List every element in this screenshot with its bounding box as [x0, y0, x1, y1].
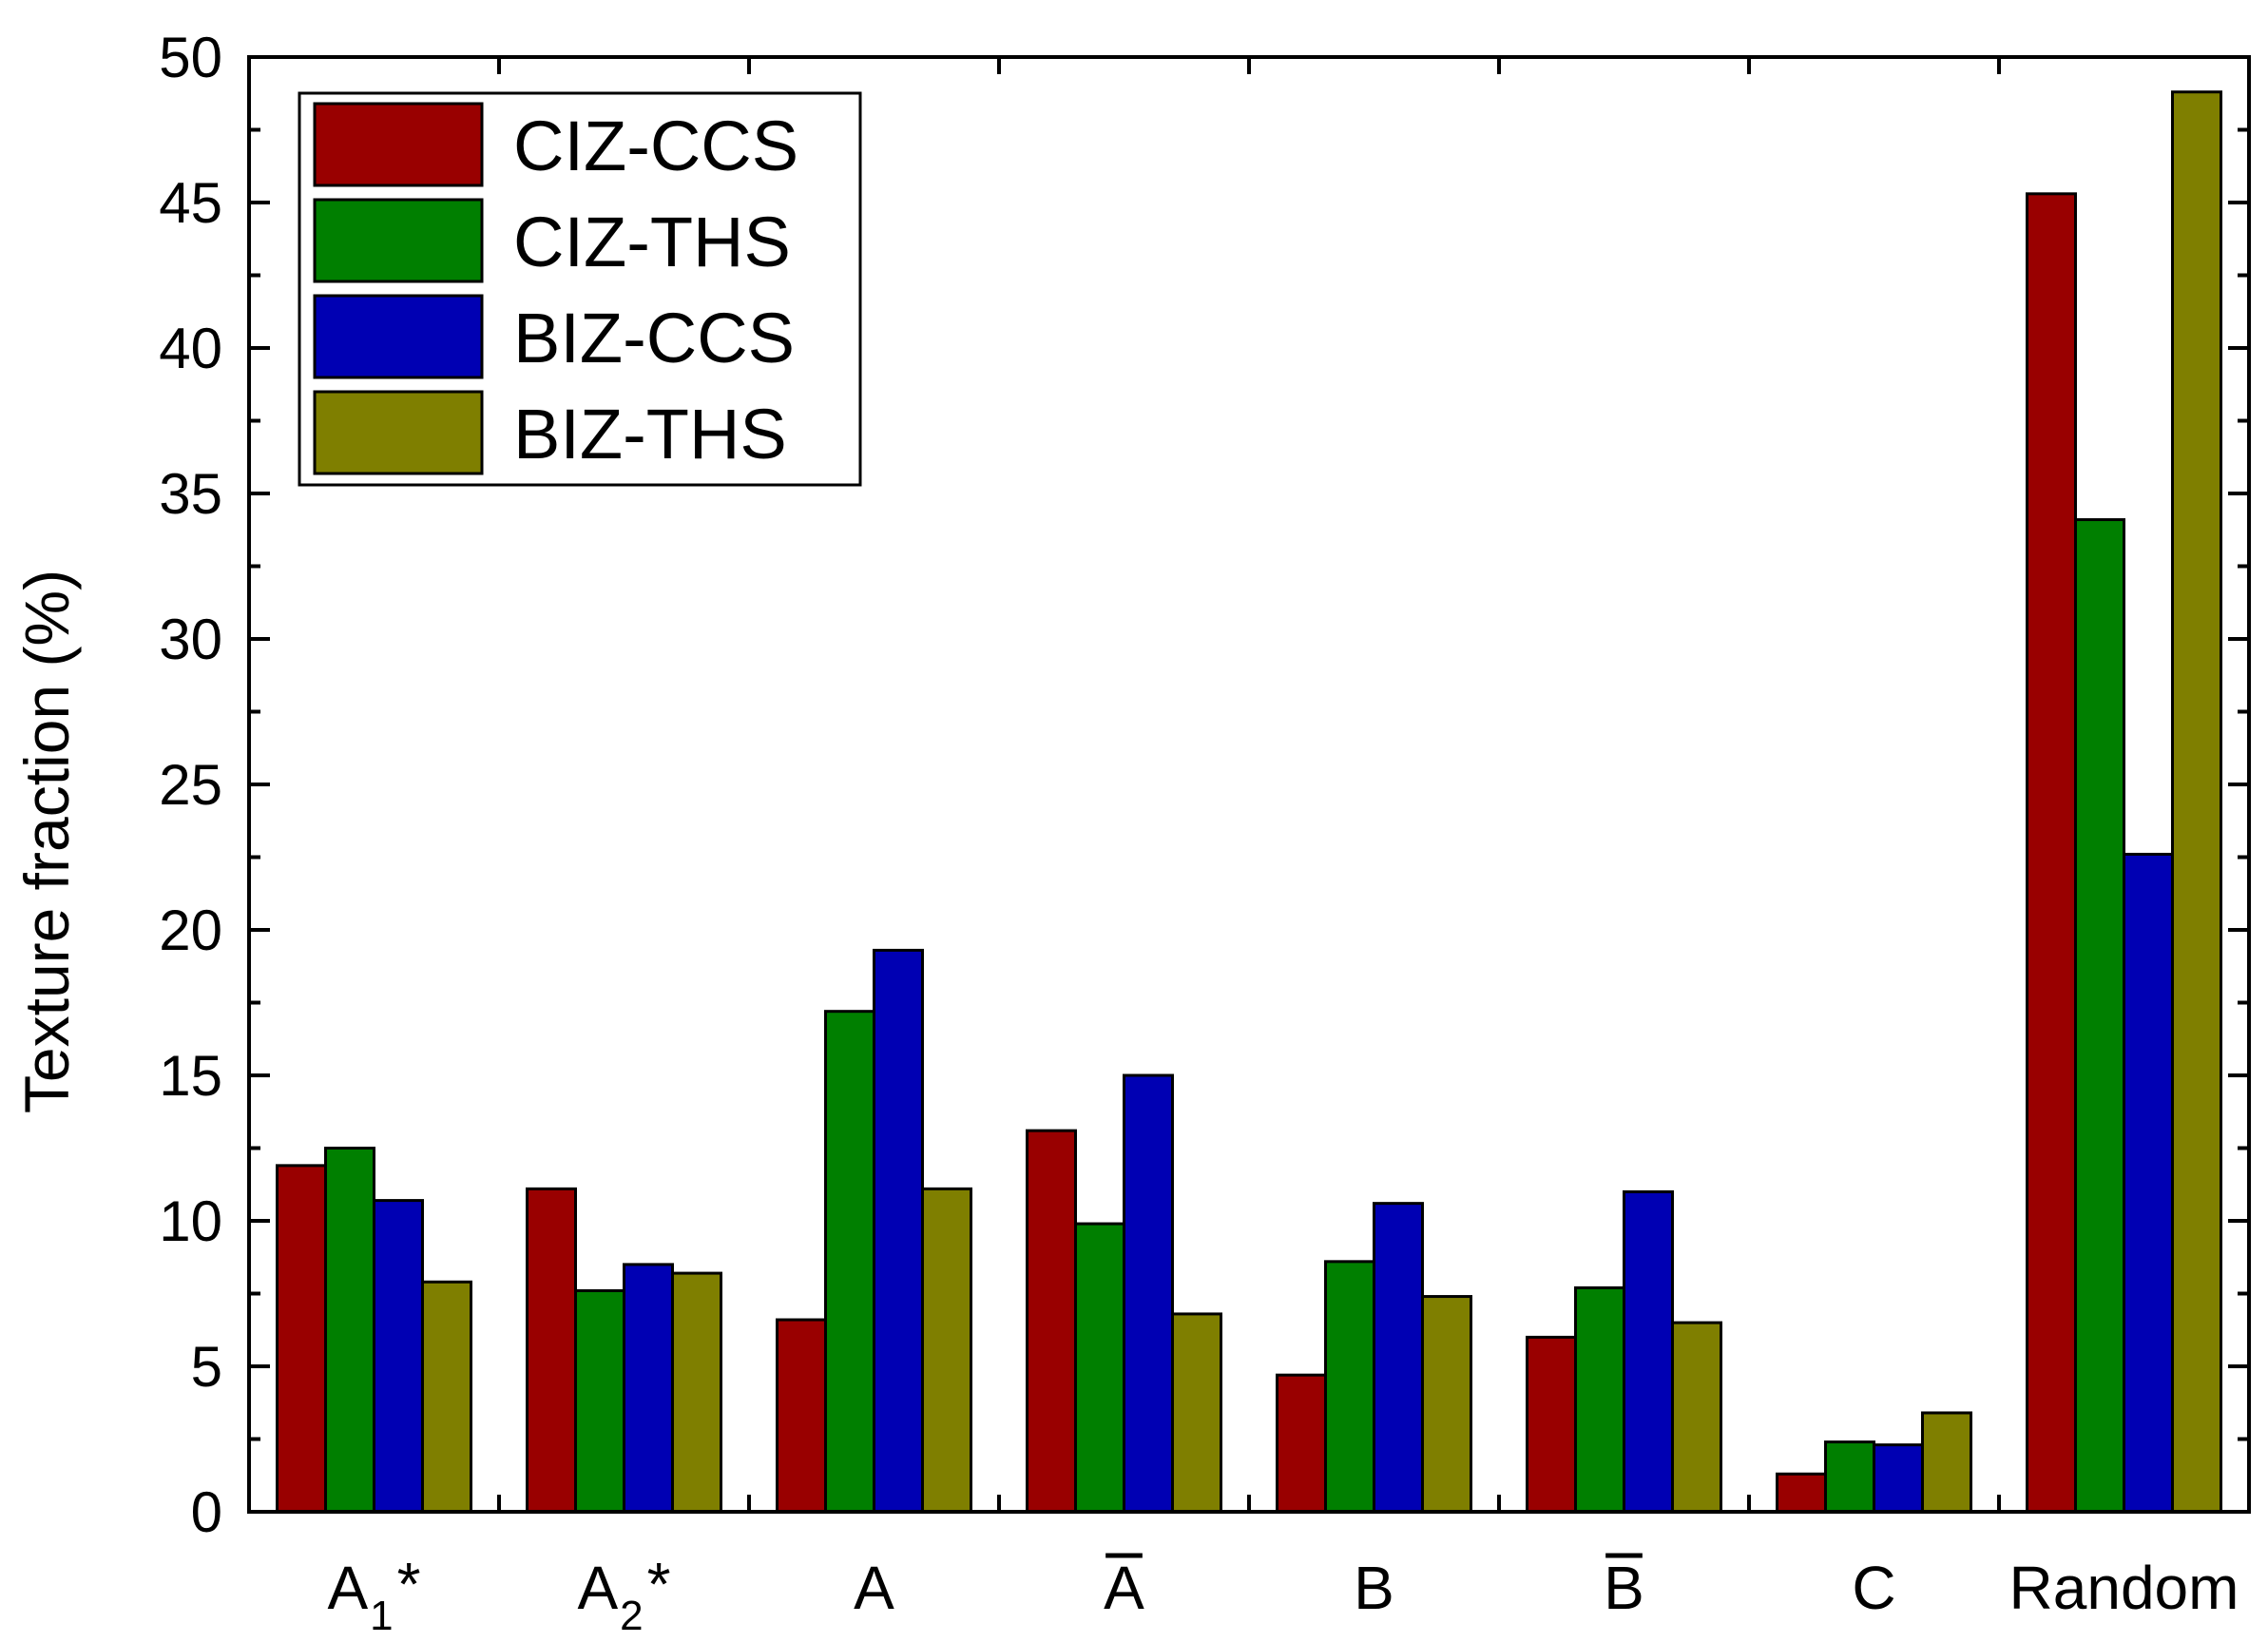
x-tick-label: B [1604, 1553, 1644, 1622]
bar-biz-ths-4 [1421, 1295, 1472, 1514]
bar-ciz-ccs-5 [1526, 1335, 1577, 1514]
bar-ciz-ths-6 [1824, 1440, 1875, 1514]
bar-biz-ths-6 [1921, 1411, 1972, 1514]
bar-ciz-ccs-0 [276, 1164, 327, 1514]
legend-swatch-ciz-ccs [313, 102, 484, 187]
y-tick-label: 5 [191, 1335, 222, 1399]
bar-biz-ccs-0 [373, 1199, 424, 1514]
bar-ciz-ccs-1 [526, 1187, 577, 1514]
bar-biz-ths-3 [1171, 1312, 1222, 1514]
x-tick-label-base: B [1354, 1554, 1394, 1622]
bar-ciz-ths-3 [1074, 1222, 1125, 1514]
y-tick-label: 35 [159, 462, 222, 526]
x-tick-label-subscript: 1 [370, 1593, 393, 1639]
y-tick-label: 45 [159, 171, 222, 235]
legend-label: BIZ-THS [513, 395, 787, 474]
legend-label: CIZ-THS [513, 203, 791, 281]
x-tick-label-star: * [397, 1550, 421, 1618]
x-tick-label: B [1354, 1554, 1394, 1622]
bar-biz-ccs-6 [1873, 1443, 1924, 1514]
x-tick-label-base: A [327, 1554, 368, 1622]
legend: CIZ-CCS CIZ-THS BIZ-CCS BIZ-THS [298, 91, 862, 487]
x-tick-label: A [854, 1554, 894, 1622]
y-tick-label: 15 [159, 1044, 222, 1108]
bar-biz-ccs-2 [873, 948, 924, 1514]
y-tick-label: 30 [159, 608, 222, 671]
bar-ciz-ccs-7 [2026, 192, 2077, 1514]
bar-ciz-ccs-6 [1776, 1472, 1827, 1514]
y-tick-label: 25 [159, 753, 222, 817]
x-axis: A 1 * A 2 * A A B B C Random [327, 57, 2239, 1639]
bar-ciz-ccs-2 [776, 1318, 827, 1514]
bar-ciz-ths-4 [1324, 1260, 1375, 1514]
legend-swatch-biz-ccs [313, 294, 484, 379]
y-tick-label: 20 [159, 899, 222, 962]
y-tick-label: 0 [191, 1480, 222, 1544]
bar-ciz-ccs-4 [1276, 1373, 1327, 1514]
bar-biz-ths-0 [421, 1280, 472, 1514]
bar-biz-ths-2 [921, 1187, 972, 1514]
x-tick-label-base: B [1604, 1554, 1644, 1622]
bar-biz-ccs-5 [1623, 1189, 1674, 1514]
legend-label: BIZ-CCS [513, 299, 795, 377]
legend-swatch-ciz-ths [313, 198, 484, 283]
bar-ciz-ths-7 [2074, 518, 2125, 1514]
bar-biz-ths-1 [671, 1271, 722, 1514]
legend-label: CIZ-CCS [513, 106, 798, 185]
x-tick-label: A [1104, 1553, 1144, 1622]
x-tick-label-star: * [647, 1550, 671, 1618]
x-tick-label: C [1852, 1554, 1895, 1622]
bar-ciz-ths-5 [1574, 1285, 1625, 1514]
y-axis: 0 5 10 15 20 25 30 35 40 45 50 [159, 26, 2249, 1544]
bar-biz-ccs-1 [623, 1263, 674, 1514]
y-tick-label: 40 [159, 317, 222, 380]
y-axis-title: Texture fraction (%) [11, 570, 82, 1113]
bar-ciz-ccs-3 [1026, 1129, 1077, 1514]
bar-biz-ths-7 [2171, 90, 2222, 1514]
y-tick-label: 50 [159, 26, 222, 89]
bar-ciz-ths-2 [824, 1010, 875, 1514]
legend-swatch-biz-ths [313, 390, 484, 475]
bar-biz-ccs-7 [2123, 852, 2174, 1514]
bar-ciz-ths-0 [324, 1147, 375, 1514]
x-tick-label-subscript: 2 [620, 1593, 643, 1639]
bars-layer [276, 90, 2222, 1514]
x-tick-label: Random [2009, 1554, 2239, 1622]
x-tick-label-base: A [854, 1554, 894, 1622]
x-tick-label: A 2 * [577, 1550, 670, 1639]
x-tick-label: A 1 * [327, 1550, 420, 1639]
bar-biz-ths-5 [1671, 1321, 1722, 1514]
x-tick-label-base: Random [2009, 1554, 2239, 1622]
x-tick-label-base: C [1852, 1554, 1895, 1622]
bar-biz-ccs-3 [1123, 1073, 1174, 1514]
y-tick-label: 10 [159, 1189, 222, 1253]
x-tick-label-base: A [1104, 1554, 1144, 1622]
x-tick-label-base: A [577, 1554, 618, 1622]
bar-ciz-ths-1 [574, 1288, 625, 1514]
bar-biz-ccs-4 [1373, 1202, 1424, 1514]
